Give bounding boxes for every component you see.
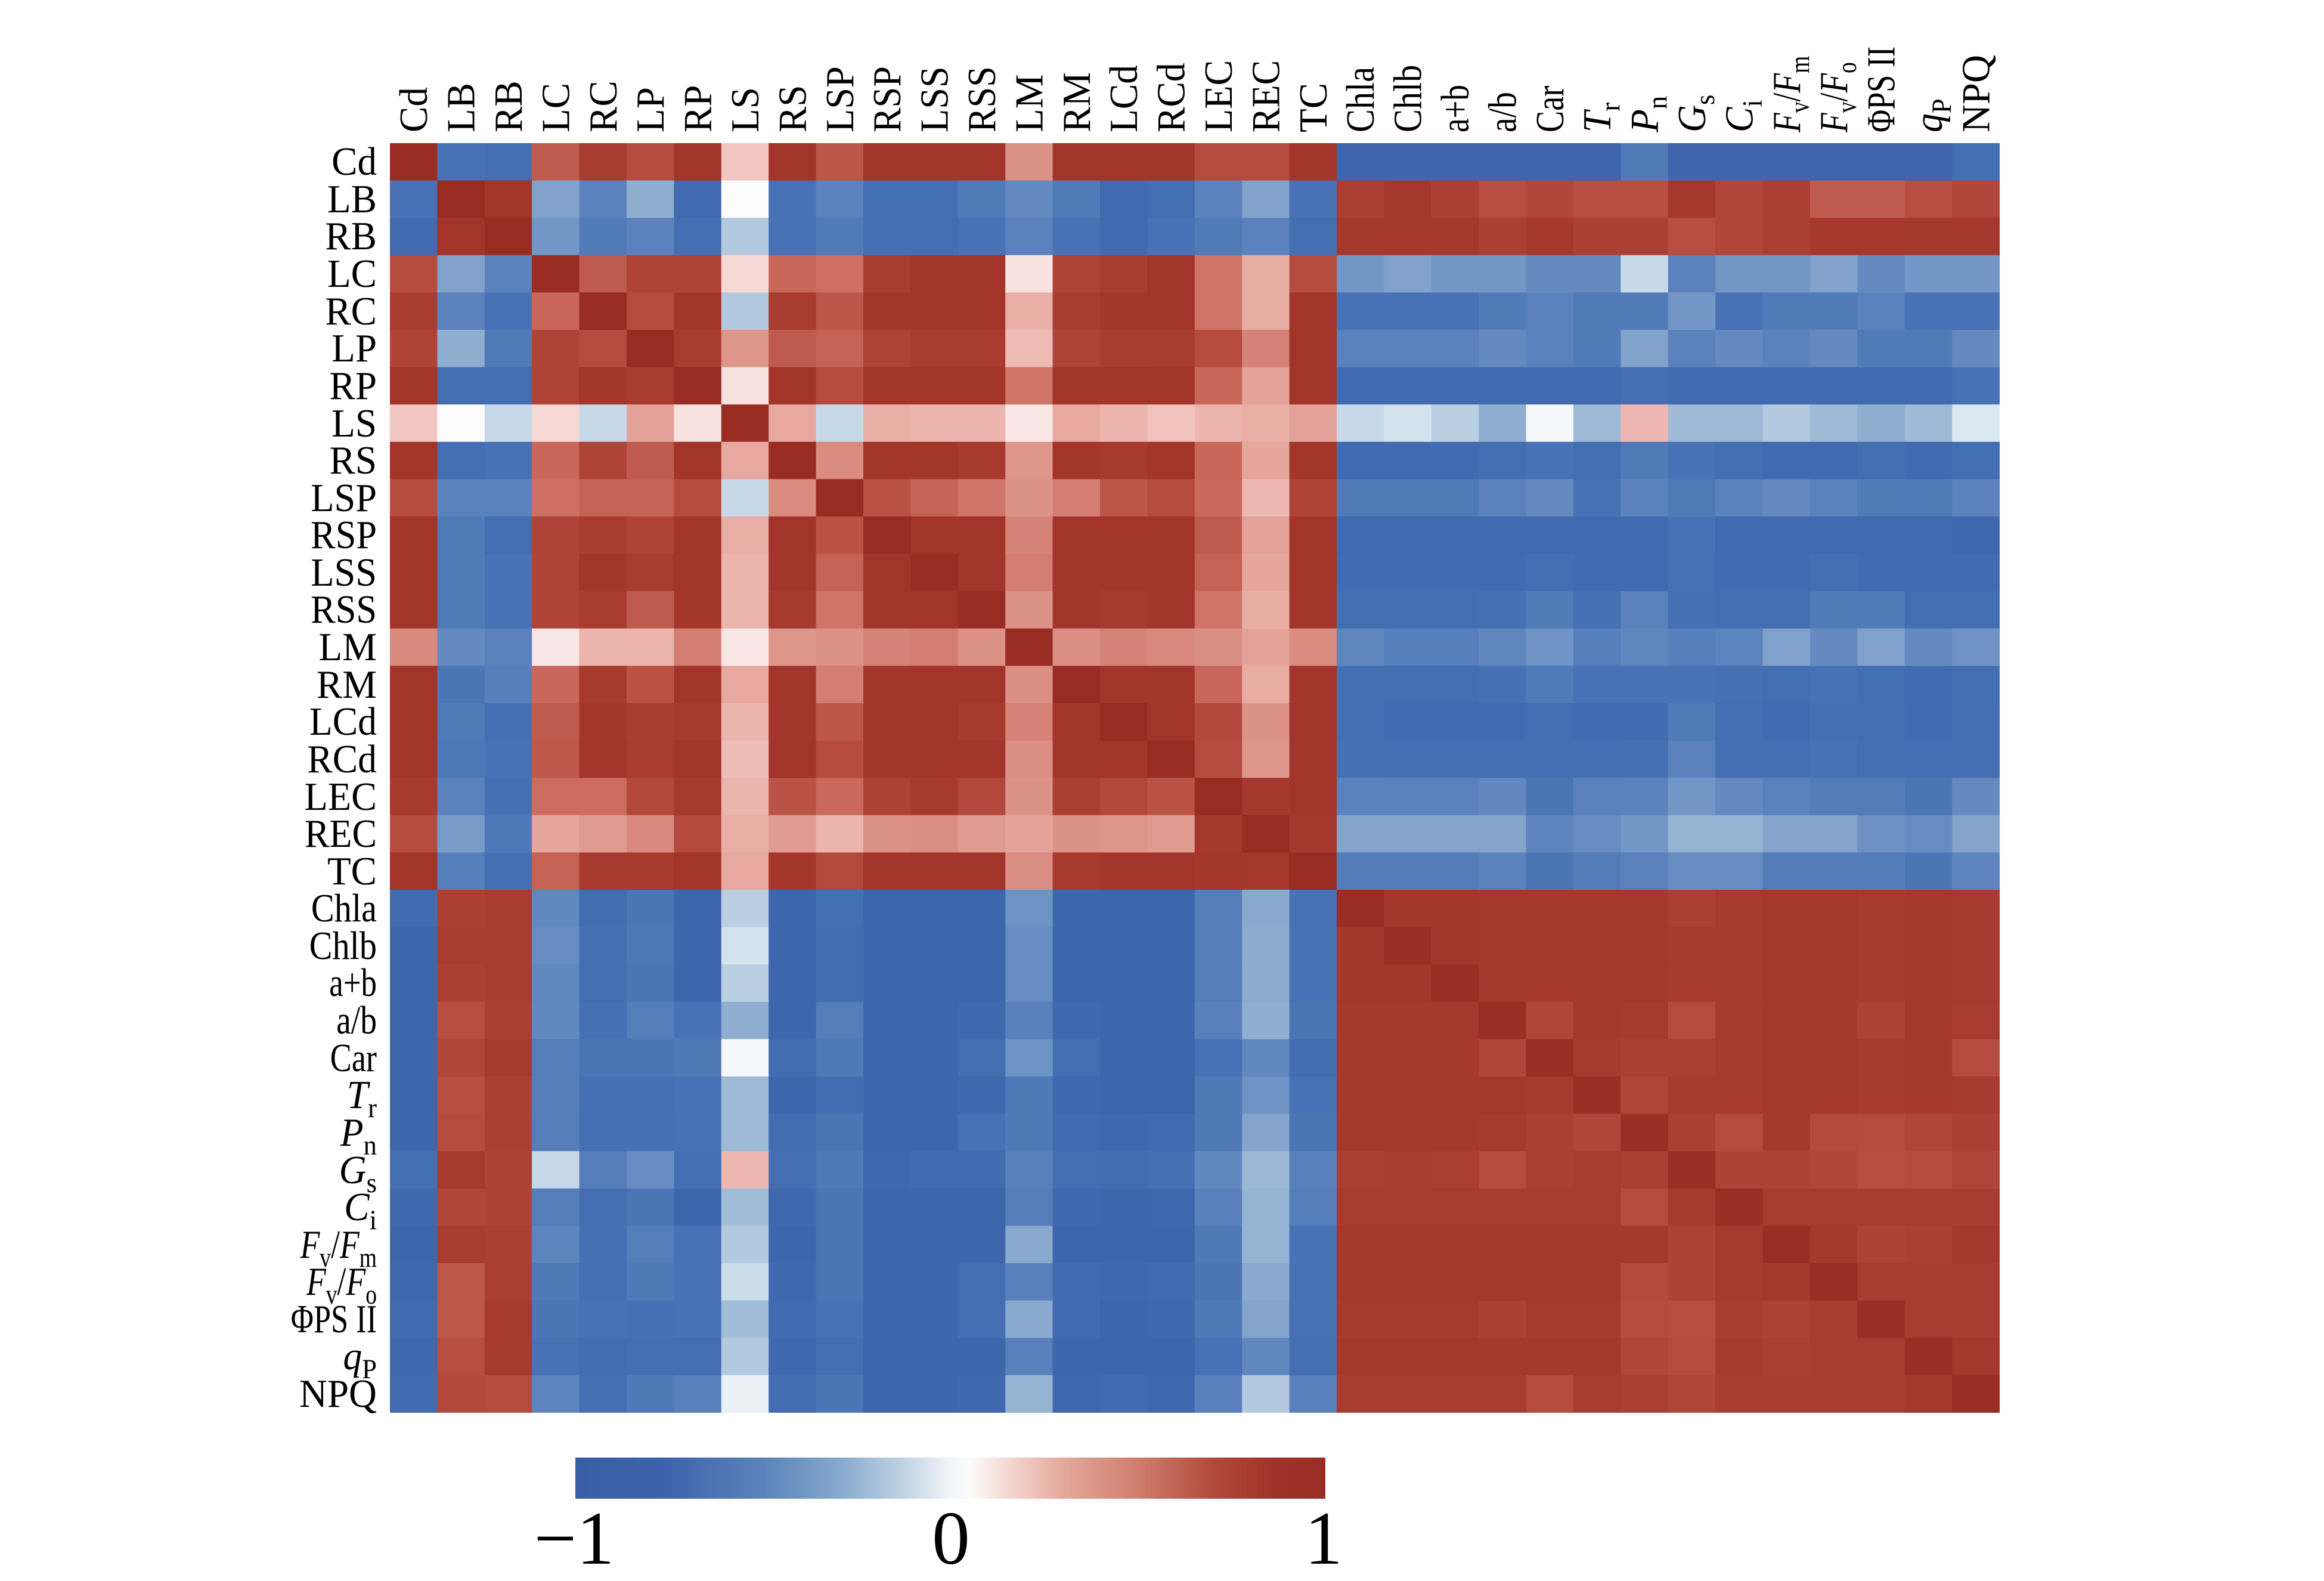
svg-text:Ci: Ci (1718, 100, 1768, 132)
svg-text:LCd: LCd (309, 700, 377, 744)
svg-text:Chla: Chla (311, 886, 377, 930)
svg-text:RS: RS (771, 85, 815, 132)
svg-text:Gs: Gs (339, 1149, 377, 1199)
svg-text:RSS: RSS (959, 66, 1004, 132)
svg-text:LS: LS (723, 87, 767, 132)
svg-text:RM: RM (317, 663, 377, 707)
svg-text:REC: REC (305, 811, 377, 856)
svg-text:RC: RC (581, 81, 625, 132)
svg-text:RB: RB (325, 214, 377, 258)
svg-text:LCd: LCd (1102, 65, 1146, 132)
svg-text:a+b: a+b (1433, 85, 1477, 132)
svg-text:Pn: Pn (340, 1111, 377, 1161)
svg-text:LM: LM (319, 625, 377, 669)
svg-text:LS: LS (331, 401, 377, 445)
svg-text:0: 0 (932, 1497, 970, 1578)
svg-text:LC: LC (534, 83, 578, 132)
svg-text:Chlb: Chlb (309, 923, 377, 968)
svg-text:Tr: Tr (347, 1073, 377, 1124)
svg-text:−1: −1 (534, 1497, 614, 1578)
svg-text:RP: RP (330, 364, 377, 408)
svg-text:LB: LB (327, 177, 377, 221)
svg-text:Chlb: Chlb (1386, 65, 1430, 132)
svg-text:LSS: LSS (912, 66, 956, 132)
svg-text:NPQ: NPQ (299, 1372, 377, 1416)
svg-text:LSS: LSS (311, 550, 377, 595)
svg-text:Fv/Fm: Fv/Fm (300, 1223, 377, 1273)
svg-text:qP: qP (1907, 98, 1957, 132)
svg-text:1: 1 (1304, 1497, 1343, 1578)
svg-text:LB: LB (439, 83, 484, 132)
svg-text:ΦPS II: ΦPS II (1858, 47, 1903, 132)
svg-text:LSP: LSP (818, 66, 862, 132)
svg-text:TC: TC (327, 849, 377, 893)
svg-text:LC: LC (327, 252, 377, 296)
svg-text:Fv/Fo: Fv/Fo (306, 1260, 377, 1310)
svg-text:RM: RM (1055, 72, 1099, 132)
svg-text:Pn: Pn (1623, 96, 1673, 133)
svg-text:Cd: Cd (392, 87, 436, 132)
svg-text:RSS: RSS (311, 587, 377, 632)
svg-text:NPQ: NPQ (1954, 55, 1998, 132)
svg-text:a/b: a/b (336, 998, 377, 1042)
svg-text:LP: LP (628, 87, 673, 132)
svg-text:Chla: Chla (1338, 67, 1383, 132)
svg-text:ΦPS II: ΦPS II (291, 1297, 377, 1341)
svg-text:Cd: Cd (331, 140, 377, 184)
svg-text:LM: LM (1008, 75, 1052, 132)
svg-text:RCd: RCd (1149, 63, 1194, 132)
svg-text:Gs: Gs (1671, 95, 1721, 132)
svg-text:TC: TC (1291, 83, 1335, 132)
svg-text:LEC: LEC (305, 775, 377, 819)
svg-text:a/b: a/b (1481, 92, 1525, 132)
svg-text:RSP: RSP (864, 66, 909, 132)
svg-text:Ci: Ci (344, 1186, 377, 1236)
svg-text:RP: RP (676, 85, 720, 132)
svg-text:REC: REC (1243, 60, 1288, 132)
svg-text:RSP: RSP (311, 512, 377, 557)
svg-text:LP: LP (331, 326, 377, 370)
svg-text:RC: RC (325, 289, 377, 333)
svg-text:Car: Car (1529, 86, 1573, 132)
svg-text:qP: qP (343, 1335, 377, 1385)
svg-text:RCd: RCd (307, 738, 377, 782)
svg-text:LEC: LEC (1197, 60, 1241, 132)
svg-text:Fv/Fm: Fv/Fm (1765, 56, 1815, 133)
svg-text:Car: Car (330, 1037, 377, 1081)
svg-text:a+b: a+b (329, 961, 377, 1005)
svg-text:RS: RS (330, 438, 377, 482)
svg-text:RB: RB (487, 81, 531, 132)
svg-text:Tr: Tr (1576, 103, 1626, 132)
svg-text:LSP: LSP (311, 476, 377, 520)
svg-text:Fv/Fo: Fv/Fo (1812, 62, 1863, 133)
